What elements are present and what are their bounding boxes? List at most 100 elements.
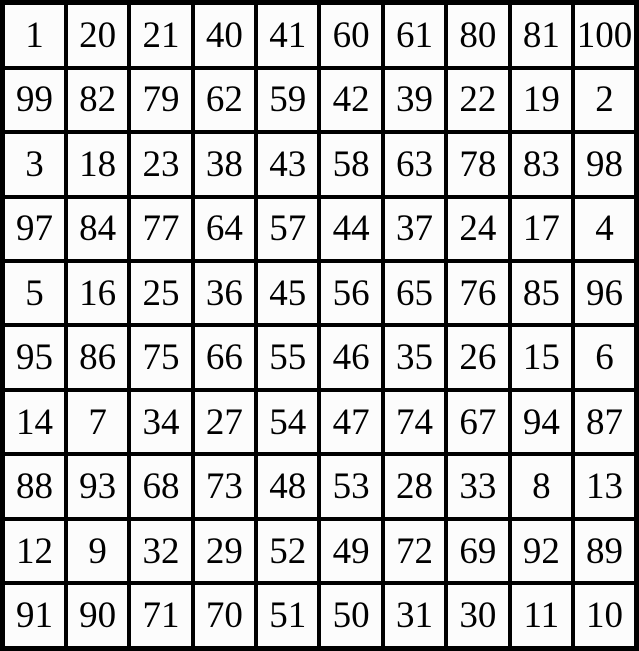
grid-cell: 6: [571, 323, 639, 392]
grid-cell: 57: [254, 194, 322, 264]
grid-cell: 23: [127, 130, 195, 199]
grid-cell: 68: [127, 452, 195, 521]
grid-cell: 55: [254, 323, 322, 392]
grid-cell: 62: [190, 65, 259, 135]
grid-cell: 41: [254, 0, 322, 70]
grid-cell: 88: [0, 452, 68, 521]
grid-cell: 85: [507, 259, 576, 328]
grid-cell: 61: [380, 0, 449, 70]
grid-cell: 1: [0, 0, 68, 70]
grid-cell: 52: [254, 516, 322, 586]
grid-cell: 44: [317, 194, 385, 264]
grid-cell: 82: [63, 65, 132, 135]
grid-cell: 37: [380, 194, 449, 264]
grid-cell: 95: [0, 323, 68, 392]
grid-cell: 18: [63, 130, 132, 199]
table-row: 5 16 25 36 45 56 65 76 85 96: [0, 259, 639, 328]
grid-cell: 97: [0, 194, 68, 264]
grid-cell: 94: [507, 387, 576, 457]
grid-cell: 75: [127, 323, 195, 392]
grid-cell: 83: [507, 130, 576, 199]
grid-cell: 49: [317, 516, 385, 586]
grid-cell: 89: [571, 516, 639, 586]
grid-cell: 25: [127, 259, 195, 328]
grid-cell: 100: [571, 0, 639, 70]
grid-cell: 45: [254, 259, 322, 328]
grid-cell: 59: [254, 65, 322, 135]
grid-cell: 10: [571, 581, 639, 651]
grid-cell: 21: [127, 0, 195, 70]
grid-cell: 65: [380, 259, 449, 328]
grid-cell: 99: [0, 65, 68, 135]
grid-cell: 40: [190, 0, 259, 70]
table-row: 91 90 71 70 51 50 31 30 11 10: [0, 581, 639, 651]
grid-cell: 8: [507, 452, 576, 521]
grid-cell: 38: [190, 130, 259, 199]
grid-cell: 33: [444, 452, 512, 521]
grid-cell: 53: [317, 452, 385, 521]
grid-cell: 86: [63, 323, 132, 392]
grid-cell: 77: [127, 194, 195, 264]
grid-cell: 87: [571, 387, 639, 457]
grid-cell: 30: [444, 581, 512, 651]
grid-cell: 51: [254, 581, 322, 651]
grid-cell: 39: [380, 65, 449, 135]
grid-cell: 93: [63, 452, 132, 521]
grid-cell: 69: [444, 516, 512, 586]
grid-cell: 26: [444, 323, 512, 392]
grid-cell: 36: [190, 259, 259, 328]
grid-cell: 47: [317, 387, 385, 457]
grid-cell: 35: [380, 323, 449, 392]
grid-cell: 74: [380, 387, 449, 457]
grid-cell: 71: [127, 581, 195, 651]
grid-cell: 19: [507, 65, 576, 135]
grid-cell: 7: [63, 387, 132, 457]
grid-cell: 70: [190, 581, 259, 651]
grid-cell: 20: [63, 0, 132, 70]
table-row: 97 84 77 64 57 44 37 24 17 4: [0, 194, 639, 264]
grid-cell: 91: [0, 581, 68, 651]
grid-cell: 27: [190, 387, 259, 457]
grid-cell: 46: [317, 323, 385, 392]
grid-cell: 56: [317, 259, 385, 328]
grid-cell: 22: [444, 65, 512, 135]
grid-cell: 72: [380, 516, 449, 586]
grid-cell: 84: [63, 194, 132, 264]
grid-cell: 66: [190, 323, 259, 392]
grid-cell: 24: [444, 194, 512, 264]
grid-cell: 63: [380, 130, 449, 199]
grid-cell: 28: [380, 452, 449, 521]
table-row: 95 86 75 66 55 46 35 26 15 6: [0, 323, 639, 392]
grid-cell: 78: [444, 130, 512, 199]
grid-cell: 29: [190, 516, 259, 586]
grid-cell: 58: [317, 130, 385, 199]
grid-cell: 34: [127, 387, 195, 457]
grid-cell: 50: [317, 581, 385, 651]
grid-cell: 92: [507, 516, 576, 586]
table-row: 3 18 23 38 43 58 63 78 83 98: [0, 130, 639, 199]
grid-cell: 15: [507, 323, 576, 392]
grid-cell: 43: [254, 130, 322, 199]
grid-cell: 9: [63, 516, 132, 586]
grid-cell: 31: [380, 581, 449, 651]
grid-cell: 79: [127, 65, 195, 135]
table-row: 88 93 68 73 48 53 28 33 8 13: [0, 452, 639, 521]
grid-cell: 54: [254, 387, 322, 457]
grid-cell: 12: [0, 516, 68, 586]
grid-cell: 3: [0, 130, 68, 199]
grid-cell: 14: [0, 387, 68, 457]
grid-cell: 2: [571, 65, 639, 135]
grid-cell: 73: [190, 452, 259, 521]
grid-cell: 4: [571, 194, 639, 264]
table-row: 14 7 34 27 54 47 74 67 94 87: [0, 387, 639, 457]
grid-cell: 67: [444, 387, 512, 457]
grid-cell: 76: [444, 259, 512, 328]
grid-cell: 80: [444, 0, 512, 70]
grid-cell: 32: [127, 516, 195, 586]
grid-cell: 17: [507, 194, 576, 264]
grid-cell: 13: [571, 452, 639, 521]
grid-cell: 16: [63, 259, 132, 328]
grid-cell: 96: [571, 259, 639, 328]
